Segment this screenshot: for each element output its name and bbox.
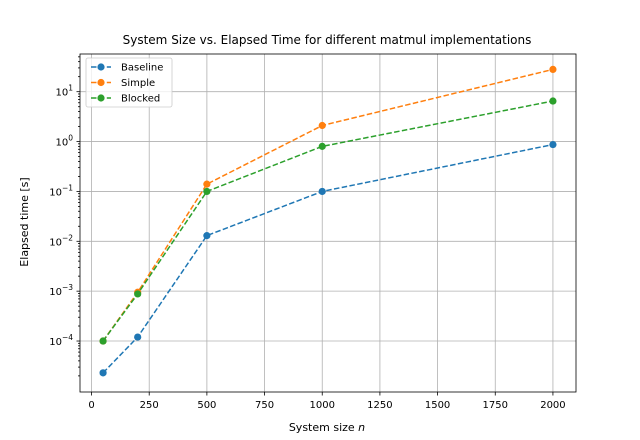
- data-point: [203, 232, 211, 240]
- x-tick-label: 0: [88, 400, 94, 411]
- data-point: [134, 333, 142, 341]
- legend-label: Simple: [121, 78, 155, 89]
- legend-marker: [97, 63, 105, 71]
- data-point: [99, 369, 107, 377]
- legend: Baseline Simple Blocked: [85, 57, 173, 108]
- data-point: [549, 97, 557, 105]
- y-tick-label: 10−1: [49, 183, 73, 198]
- plot-frame: [79, 53, 577, 393]
- data-point: [318, 187, 326, 196]
- data-point: [203, 180, 211, 188]
- y-tick-label: 10−3: [49, 283, 73, 298]
- x-tick-label: 2000: [540, 400, 565, 411]
- x-axis-label-text: System size: [289, 421, 358, 434]
- data-point: [134, 290, 142, 298]
- data-point: [99, 337, 107, 345]
- x-tick-label: 750: [255, 400, 274, 411]
- data-point: [318, 121, 326, 130]
- legend-marker: [97, 78, 105, 87]
- y-tick-label: 10−4: [49, 333, 73, 348]
- x-tick-label: 1000: [310, 400, 335, 411]
- x-tick-label: 1750: [483, 400, 508, 411]
- data-point: [203, 187, 211, 196]
- grid: [80, 54, 576, 392]
- legend-box: [85, 57, 173, 108]
- data-point: [549, 140, 557, 149]
- data-point: [318, 142, 326, 150]
- y-tick-label: 10−2: [49, 233, 73, 248]
- x-axis-label-variable: n: [358, 421, 365, 434]
- y-tick-label: 100: [55, 134, 73, 149]
- legend-label: Baseline: [121, 63, 163, 74]
- legend-marker: [97, 94, 105, 102]
- x-axis-label: System size n: [289, 421, 365, 434]
- y-axis-label: Elapsed time [s]: [18, 177, 31, 266]
- series-line: [102, 143, 554, 374]
- x-tick-label: 1500: [425, 400, 450, 411]
- x-tick-label: 500: [197, 400, 216, 411]
- x-tick-label: 250: [140, 400, 159, 411]
- x-tick-label: 1250: [367, 400, 392, 411]
- series-lines: [99, 65, 557, 377]
- y-tick-label: 101: [55, 84, 73, 99]
- chart-title: System Size vs. Elapsed Time for differe…: [123, 33, 532, 47]
- axis-ticks: 0 250 500 750 1000 1250 1500 1750 2000 10−4 10−3 10…: [49, 56, 566, 411]
- data-point: [549, 65, 557, 73]
- legend-label: Blocked: [121, 94, 160, 105]
